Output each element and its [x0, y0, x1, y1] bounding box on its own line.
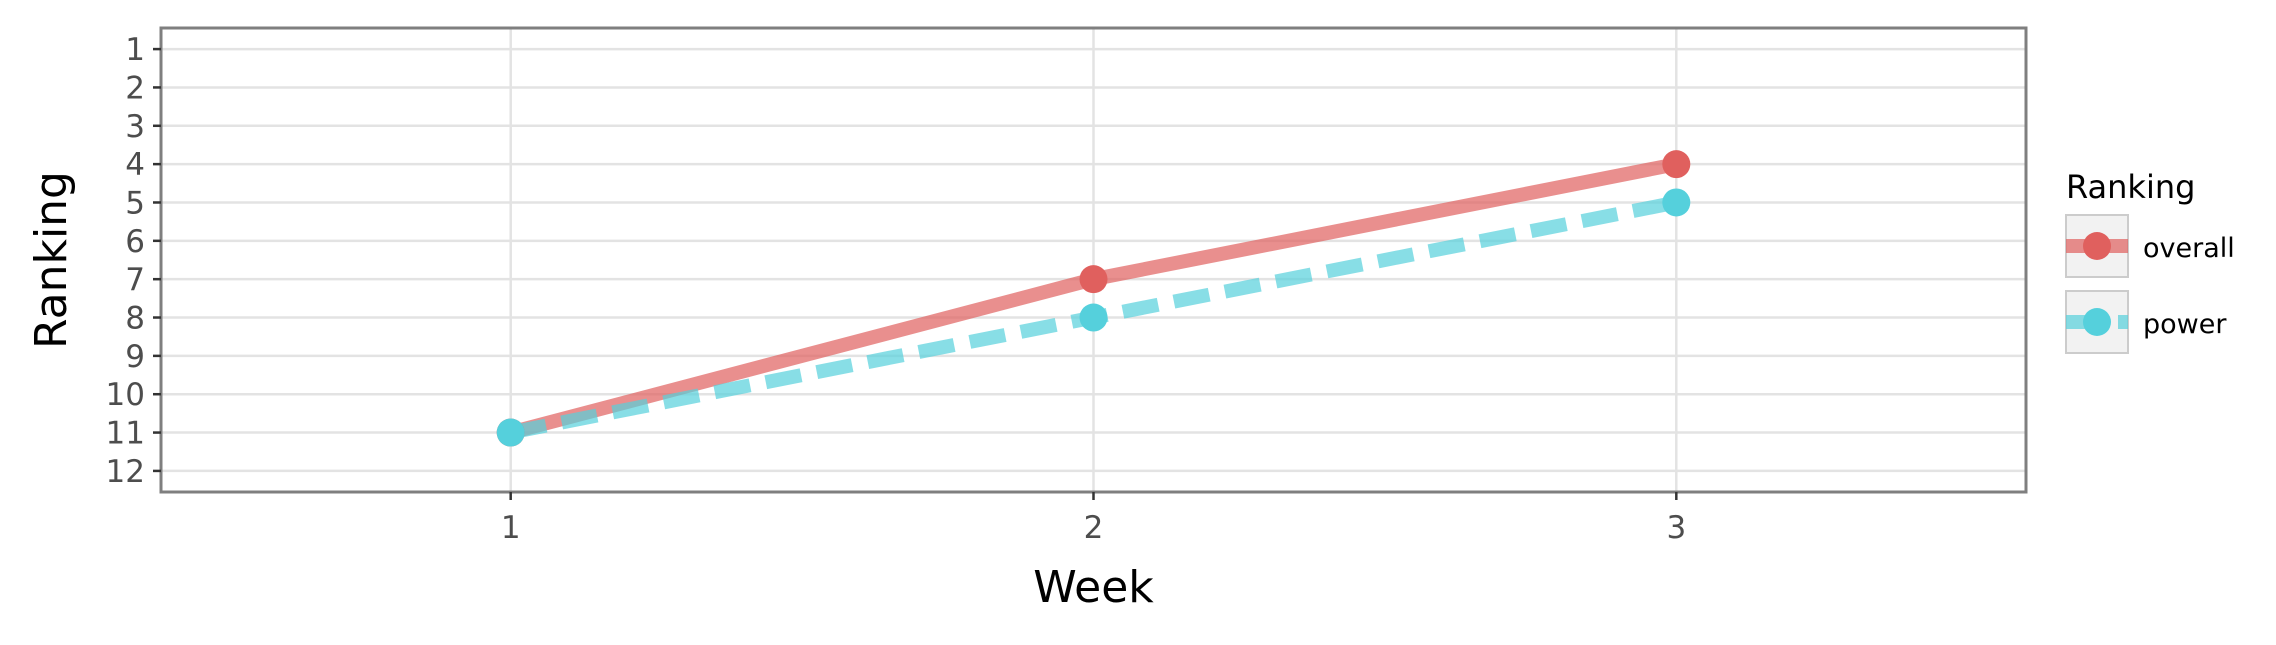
x-tick-label: 2	[1084, 510, 1104, 546]
legend-marker-overall	[2083, 232, 2111, 260]
x-axis-title: Week	[1033, 562, 1154, 613]
legend-label-power: power	[2143, 309, 2227, 340]
y-tick-label: 7	[125, 262, 145, 298]
y-tick-label: 5	[125, 185, 145, 221]
x-tick-label: 1	[501, 510, 521, 546]
legend-title: Ranking	[2066, 168, 2195, 206]
y-tick-label: 2	[125, 70, 145, 106]
y-tick-label: 4	[125, 147, 145, 183]
y-tick-label: 11	[106, 416, 145, 452]
y-tick-label: 3	[125, 109, 145, 145]
y-tick-label: 12	[106, 454, 145, 490]
data-point-overall	[1079, 265, 1108, 294]
grid	[161, 28, 2026, 492]
legend-label-overall: overall	[2143, 233, 2235, 264]
y-tick-label: 9	[125, 339, 145, 375]
data-point-power	[1079, 303, 1108, 332]
data-point-power	[496, 418, 525, 447]
y-axis-title: Ranking	[26, 171, 77, 349]
data-points	[496, 150, 1691, 447]
data-point-overall	[1662, 150, 1691, 179]
x-tick-label: 3	[1666, 510, 1686, 546]
y-tick-label: 6	[125, 224, 145, 260]
y-tick-label: 8	[125, 301, 145, 337]
legend-marker-power	[2083, 308, 2111, 336]
legend: Ranking overall power	[2065, 168, 2235, 354]
data-point-power	[1662, 188, 1691, 217]
y-tick-label: 10	[106, 377, 145, 413]
y-tick-label: 1	[125, 32, 145, 68]
